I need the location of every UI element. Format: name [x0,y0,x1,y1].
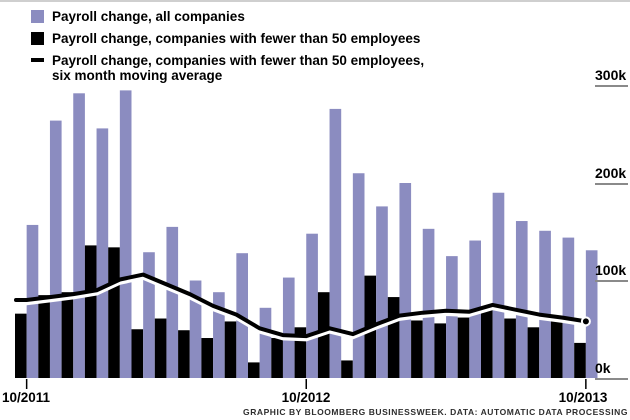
bar-small-companies [434,323,447,378]
bar-small-companies [224,321,237,378]
bar-all-companies [352,173,365,378]
bar-all-companies [399,183,412,378]
bar-small-companies [131,329,144,378]
bar-all-companies [282,277,295,378]
chart-legend: Payroll change, all companies Payroll ch… [31,9,424,90]
bar-all-companies [259,307,272,378]
y-axis-label-300k: 300k [595,68,628,87]
bar-small-companies [574,342,586,378]
y-axis-label-100k: 100k [595,263,628,282]
legend-label: Payroll change, companies with fewer tha… [52,31,421,46]
bar-small-companies [38,295,50,379]
bar-all-companies [96,128,109,378]
bar-small-companies [108,247,120,378]
bar-all-companies [213,292,225,378]
moving-average-line-swatch-icon [31,58,44,62]
legend-item-all-companies: Payroll change, all companies [31,9,424,24]
bar-all-companies [585,250,598,378]
bar-small-companies [84,245,97,378]
bar-all-companies [119,90,132,379]
bar-all-companies [422,228,435,378]
x-axis-label-oct-2013: 10/2013 [558,390,608,405]
bar-small-companies [481,309,493,378]
moving-average-end-dot [580,316,591,327]
y-axis-label-0k: 0k [595,361,628,380]
bar-small-companies [527,327,540,378]
bar-small-companies [550,321,563,378]
bar-all-companies [446,256,458,379]
bar-all-companies [492,192,505,378]
bar-small-companies [61,292,74,378]
bar-all-companies [49,120,62,378]
bar-all-companies [73,93,85,379]
bar-small-companies [15,313,27,378]
bar-all-companies [166,226,179,379]
bar-small-companies [154,318,167,378]
top-border [0,0,630,2]
x-axis-label-oct-2011: 10/2011 [2,390,51,405]
legend-label: Payroll change, all companies [52,9,245,24]
y-axis-label-200k: 200k [595,166,628,185]
source-caption: GRAPHIC BY BLOOMBERG BUSINESSWEEK. DATA:… [243,407,628,417]
all-companies-swatch-icon [31,10,44,23]
bar-all-companies [539,230,551,378]
bar-all-companies [329,108,342,379]
bar-small-companies [271,338,283,378]
bar-small-companies [504,318,516,378]
moving-average-line [14,272,588,339]
bar-small-companies [387,297,400,378]
bar-small-companies [411,320,423,378]
bar-all-companies [306,233,318,378]
bar-small-companies [457,317,470,378]
bar-all-companies [376,206,388,378]
bar-small-companies [248,362,260,378]
legend-item-small-companies: Payroll change, companies with fewer tha… [31,31,424,46]
x-axis-label-oct-2012: 10/2012 [281,390,331,405]
bar-all-companies [143,252,155,378]
legend-label: Payroll change, companies with fewer tha… [52,53,425,83]
bar-small-companies [294,327,307,378]
moving-average-line-casing [13,275,589,342]
bar-small-companies [201,338,214,378]
bar-small-companies [341,360,353,378]
bar-all-companies [189,280,202,378]
bar-small-companies [178,330,190,378]
bar-all-companies [562,237,575,378]
small-companies-swatch-icon [31,32,44,45]
bar-all-companies [236,253,248,378]
bar-all-companies [515,221,528,378]
legend-item-moving-average: Payroll change, companies with fewer tha… [31,53,424,83]
